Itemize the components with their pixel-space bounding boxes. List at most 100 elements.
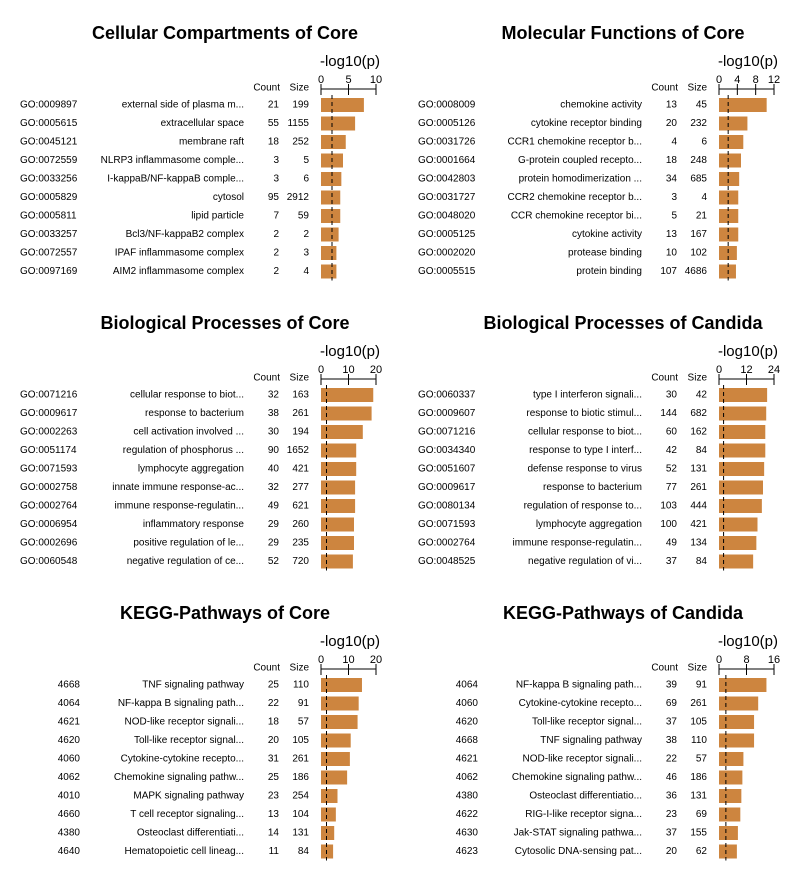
size-header: Size — [688, 83, 708, 94]
term-name: Cytokine-cytokine recepto... — [519, 698, 642, 709]
term-name: NF-kappa B signaling path... — [516, 680, 642, 691]
bar — [321, 190, 341, 205]
term-id: GO:0033257 — [20, 229, 78, 240]
term-name: extracellular space — [161, 118, 245, 129]
size: 1155 — [287, 118, 309, 129]
size: 186 — [292, 772, 309, 783]
bar — [321, 425, 363, 439]
term-name: Bcl3/NF-kappaB2 complex — [126, 229, 244, 240]
bar — [719, 116, 748, 131]
term-name: Cytokine-cytokine recepto... — [121, 754, 244, 765]
bar — [321, 135, 346, 149]
size: 2 — [303, 229, 309, 240]
count: 38 — [666, 735, 678, 746]
size: 199 — [292, 100, 309, 111]
count: 18 — [666, 155, 678, 166]
term-name: Toll-like receptor signal... — [532, 717, 642, 728]
count: 31 — [268, 754, 280, 765]
size-header: Size — [290, 373, 310, 384]
term-name: positive regulation of le... — [133, 538, 244, 549]
count: 32 — [268, 390, 280, 401]
term-name: I-kappaB/NF-kappaB comple... — [107, 174, 244, 185]
term-name: response to bacterium — [145, 408, 244, 419]
term-id: GO:0002263 — [20, 427, 78, 438]
count: 77 — [666, 482, 678, 493]
term-name: response to type I interf... — [529, 445, 642, 456]
term-name: chemokine activity — [560, 100, 642, 111]
count: 38 — [268, 408, 280, 419]
term-id: GO:0005515 — [418, 266, 476, 277]
term-id: 4623 — [456, 846, 479, 857]
term-name: protease binding — [568, 248, 642, 259]
term-name: protein binding — [576, 266, 642, 277]
count: 100 — [660, 519, 677, 530]
size: 235 — [292, 538, 309, 549]
count: 3 — [273, 155, 279, 166]
term-id: 4640 — [58, 846, 81, 857]
term-id: GO:0048525 — [418, 556, 476, 567]
term-name: Chemokine signaling pathw... — [512, 772, 642, 783]
tick-label: 0 — [716, 364, 722, 376]
term-id: GO:0045121 — [20, 137, 78, 148]
size: 57 — [298, 717, 310, 728]
count-header: Count — [651, 83, 678, 94]
size: 4 — [303, 266, 309, 277]
count: 30 — [268, 427, 280, 438]
bar — [719, 752, 744, 766]
count: 30 — [666, 390, 678, 401]
size: 4 — [701, 192, 707, 203]
count: 5 — [671, 211, 677, 222]
term-id: GO:0033256 — [20, 174, 78, 185]
size-header: Size — [688, 663, 708, 674]
bar — [719, 517, 758, 532]
term-name: response to biotic stimul... — [526, 408, 642, 419]
term-name: external side of plasma m... — [122, 100, 244, 111]
panel-title: Molecular Functions of Core — [501, 23, 744, 43]
term-id: 4620 — [456, 717, 479, 728]
size: 84 — [696, 556, 708, 567]
term-name: MAPK signaling pathway — [133, 791, 244, 802]
bar — [719, 443, 766, 458]
term-name: cytosol — [213, 192, 244, 203]
count: 36 — [666, 791, 678, 802]
bar — [321, 844, 334, 859]
term-name: cellular response to biot... — [130, 390, 244, 401]
term-name: defense response to virus — [527, 464, 642, 475]
bar — [719, 807, 741, 822]
size: 248 — [690, 155, 707, 166]
count: 13 — [666, 100, 678, 111]
tick-label: 24 — [768, 364, 780, 376]
count: 2 — [273, 266, 279, 277]
count: 10 — [666, 248, 678, 259]
size: 186 — [690, 772, 707, 783]
term-id: 4668 — [456, 735, 479, 746]
count-header: Count — [253, 83, 280, 94]
panel-title: KEGG-Pathways of Candida — [503, 603, 744, 623]
term-name: cytokine activity — [572, 229, 642, 240]
bar — [719, 425, 766, 439]
bar — [321, 462, 357, 476]
size: 421 — [690, 519, 707, 530]
bar — [321, 554, 353, 569]
bar — [719, 554, 754, 569]
term-id: GO:0005126 — [418, 118, 476, 129]
count: 11 — [269, 846, 280, 857]
size: 167 — [690, 229, 707, 240]
size: 57 — [696, 754, 708, 765]
bar — [719, 733, 755, 748]
panel-title: KEGG-Pathways of Core — [120, 603, 330, 623]
tick-label: 0 — [318, 74, 324, 86]
count: 20 — [666, 846, 678, 857]
term-id: GO:0031726 — [418, 137, 476, 148]
term-name: CCR1 chemokine receptor b... — [507, 137, 642, 148]
count: 55 — [268, 118, 280, 129]
term-name: T cell receptor signaling... — [130, 809, 244, 820]
count: 37 — [666, 556, 678, 567]
axis-label: -log10(p) — [320, 53, 380, 70]
term-id: GO:0051174 — [20, 445, 77, 456]
bar — [719, 536, 757, 550]
size: 720 — [292, 556, 309, 567]
term-id: GO:0051607 — [418, 464, 476, 475]
tick-label: 10 — [370, 74, 382, 86]
axis-label: -log10(p) — [320, 633, 380, 650]
